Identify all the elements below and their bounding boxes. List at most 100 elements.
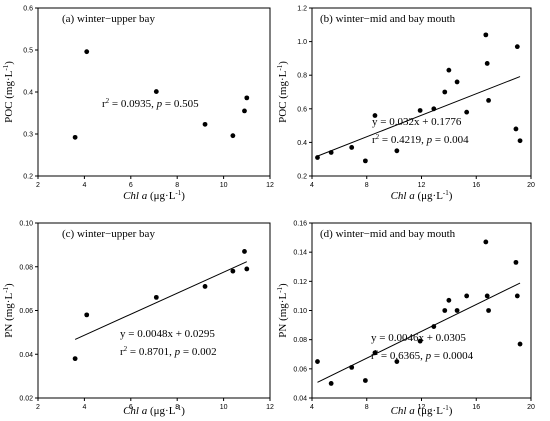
y-tick-label: 0.2	[23, 174, 33, 181]
regression-stat: r2 = 0.4219, p = 0.004	[372, 133, 469, 146]
y-tick-label: 0.12	[293, 279, 307, 286]
data-point	[517, 341, 523, 347]
x-tick-label: 4	[82, 182, 86, 189]
data-point	[464, 109, 470, 115]
y-tick-label: 0.06	[19, 308, 33, 315]
x-tick-label: 16	[472, 404, 480, 411]
y-tick-label: 1.2	[297, 6, 307, 13]
y-axis-label: PN (mg·L-1)	[276, 283, 289, 338]
data-point	[486, 308, 491, 313]
data-point	[484, 61, 490, 66]
x-tick-label: 4	[310, 182, 314, 189]
regression-stat: y = 0.032x + 0.1776	[372, 116, 462, 128]
data-point	[483, 239, 489, 245]
panel-title: (d) winter−mid and bay mouth	[320, 228, 456, 240]
x-tick-label: 20	[527, 182, 535, 189]
x-axis-label: Chl a (μg·L-1)	[123, 189, 185, 202]
data-point	[372, 113, 378, 118]
y-tick-label: 0.16	[293, 221, 307, 228]
x-axis-label: Chl a (μg·L-1)	[123, 404, 185, 417]
data-point	[372, 350, 378, 356]
y-tick-label: 1.0	[297, 39, 307, 46]
y-axis-label: POC (mg·L-1)	[276, 61, 289, 123]
data-point	[513, 126, 519, 132]
data-point	[349, 145, 355, 150]
data-point	[442, 89, 448, 95]
data-point	[483, 32, 489, 38]
data-point	[394, 359, 400, 364]
data-point	[72, 134, 78, 140]
data-point	[446, 297, 452, 303]
y-tick-label: 0.4	[23, 90, 33, 97]
data-point	[84, 312, 90, 318]
data-point	[315, 155, 320, 160]
chart-panel-1: 2 4 6 8 10 12 0.2 0.3 0.4 0.5 0.6 (a) winter−upper …	[2, 6, 274, 203]
x-tick-label: 12	[266, 404, 274, 411]
panel-title: (b) winter−mid and bay mouth	[320, 13, 456, 25]
y-axis-label: PN (mg·L-1)	[2, 283, 15, 338]
data-point	[230, 268, 236, 274]
data-point	[514, 293, 520, 299]
regression-stat: y = 0.0048x + 0.0295	[120, 328, 215, 340]
data-point	[484, 293, 490, 299]
data-point	[417, 108, 423, 113]
regression-stat: r2 = 0.0935, p = 0.505	[102, 97, 199, 110]
data-point	[442, 308, 448, 313]
data-point	[72, 356, 78, 362]
plot-frame	[311, 7, 532, 177]
chart-panel-3: 2 4 6 8 10 12 0.02 0.04 0.06 0.08 0.10 (c) winter−u…	[2, 221, 274, 418]
data-point	[328, 381, 334, 386]
data-point	[486, 98, 491, 103]
x-tick-label: 8	[175, 182, 179, 189]
data-point	[517, 138, 523, 144]
data-point	[202, 121, 208, 127]
x-tick-label: 4	[310, 404, 314, 411]
data-point	[84, 49, 90, 55]
x-tick-label: 4	[82, 404, 86, 411]
data-point	[464, 293, 470, 299]
plot-frame	[311, 222, 532, 399]
y-tick-label: 0.08	[293, 337, 307, 344]
regression-line	[317, 76, 521, 157]
y-tick-label: 0.6	[23, 6, 33, 13]
data-point	[454, 308, 460, 313]
y-tick-label: 0.5	[23, 48, 33, 55]
data-point	[315, 359, 320, 364]
data-point	[513, 259, 519, 265]
data-point	[431, 324, 437, 329]
y-tick-label: 0.6	[297, 106, 307, 113]
x-tick-label: 8	[365, 404, 369, 411]
x-tick-label: 12	[418, 404, 426, 411]
x-axis-label: Chl a (μg·L-1)	[391, 404, 453, 417]
x-tick-label: 12	[266, 182, 274, 189]
data-point	[417, 338, 423, 344]
x-tick-label: 6	[129, 182, 133, 189]
y-axis-label: POC (mg·L-1)	[2, 61, 15, 123]
y-tick-label: 0.10	[19, 221, 33, 228]
data-point	[244, 266, 250, 272]
chart-panel-2: 4 8 12 16 20 0.2 0.4 0.6 0.8 1.0 1.2 (b) winter−mid…	[276, 6, 535, 203]
x-tick-label: 2	[36, 404, 40, 411]
y-tick-label: 0.06	[293, 366, 307, 373]
x-tick-label: 6	[129, 404, 133, 411]
data-point	[362, 158, 368, 164]
y-tick-label: 0.04	[293, 396, 307, 403]
panel-title: (a) winter−upper bay	[62, 13, 155, 25]
data-point	[242, 249, 247, 254]
x-tick-label: 16	[472, 182, 480, 189]
y-tick-label: 0.8	[297, 73, 307, 80]
x-axis-label: Chl a (μg·L-1)	[391, 189, 453, 202]
chart-panel-4: 4 8 12 16 20 0.04 0.06 0.08 0.10 0.12 0.14 0.16 (d) …	[276, 221, 535, 418]
y-tick-label: 0.10	[293, 308, 307, 315]
plot-frame	[37, 222, 271, 399]
data-point	[431, 106, 437, 112]
data-point	[349, 364, 355, 370]
regression-stat: y = 0.0046x + 0.0305	[371, 332, 466, 344]
y-tick-label: 0.02	[19, 396, 33, 403]
data-point	[362, 378, 368, 383]
panel-title: (c) winter−upper bay	[62, 228, 155, 240]
x-tick-label: 10	[220, 404, 228, 411]
data-point	[394, 148, 400, 154]
data-point	[328, 150, 334, 155]
